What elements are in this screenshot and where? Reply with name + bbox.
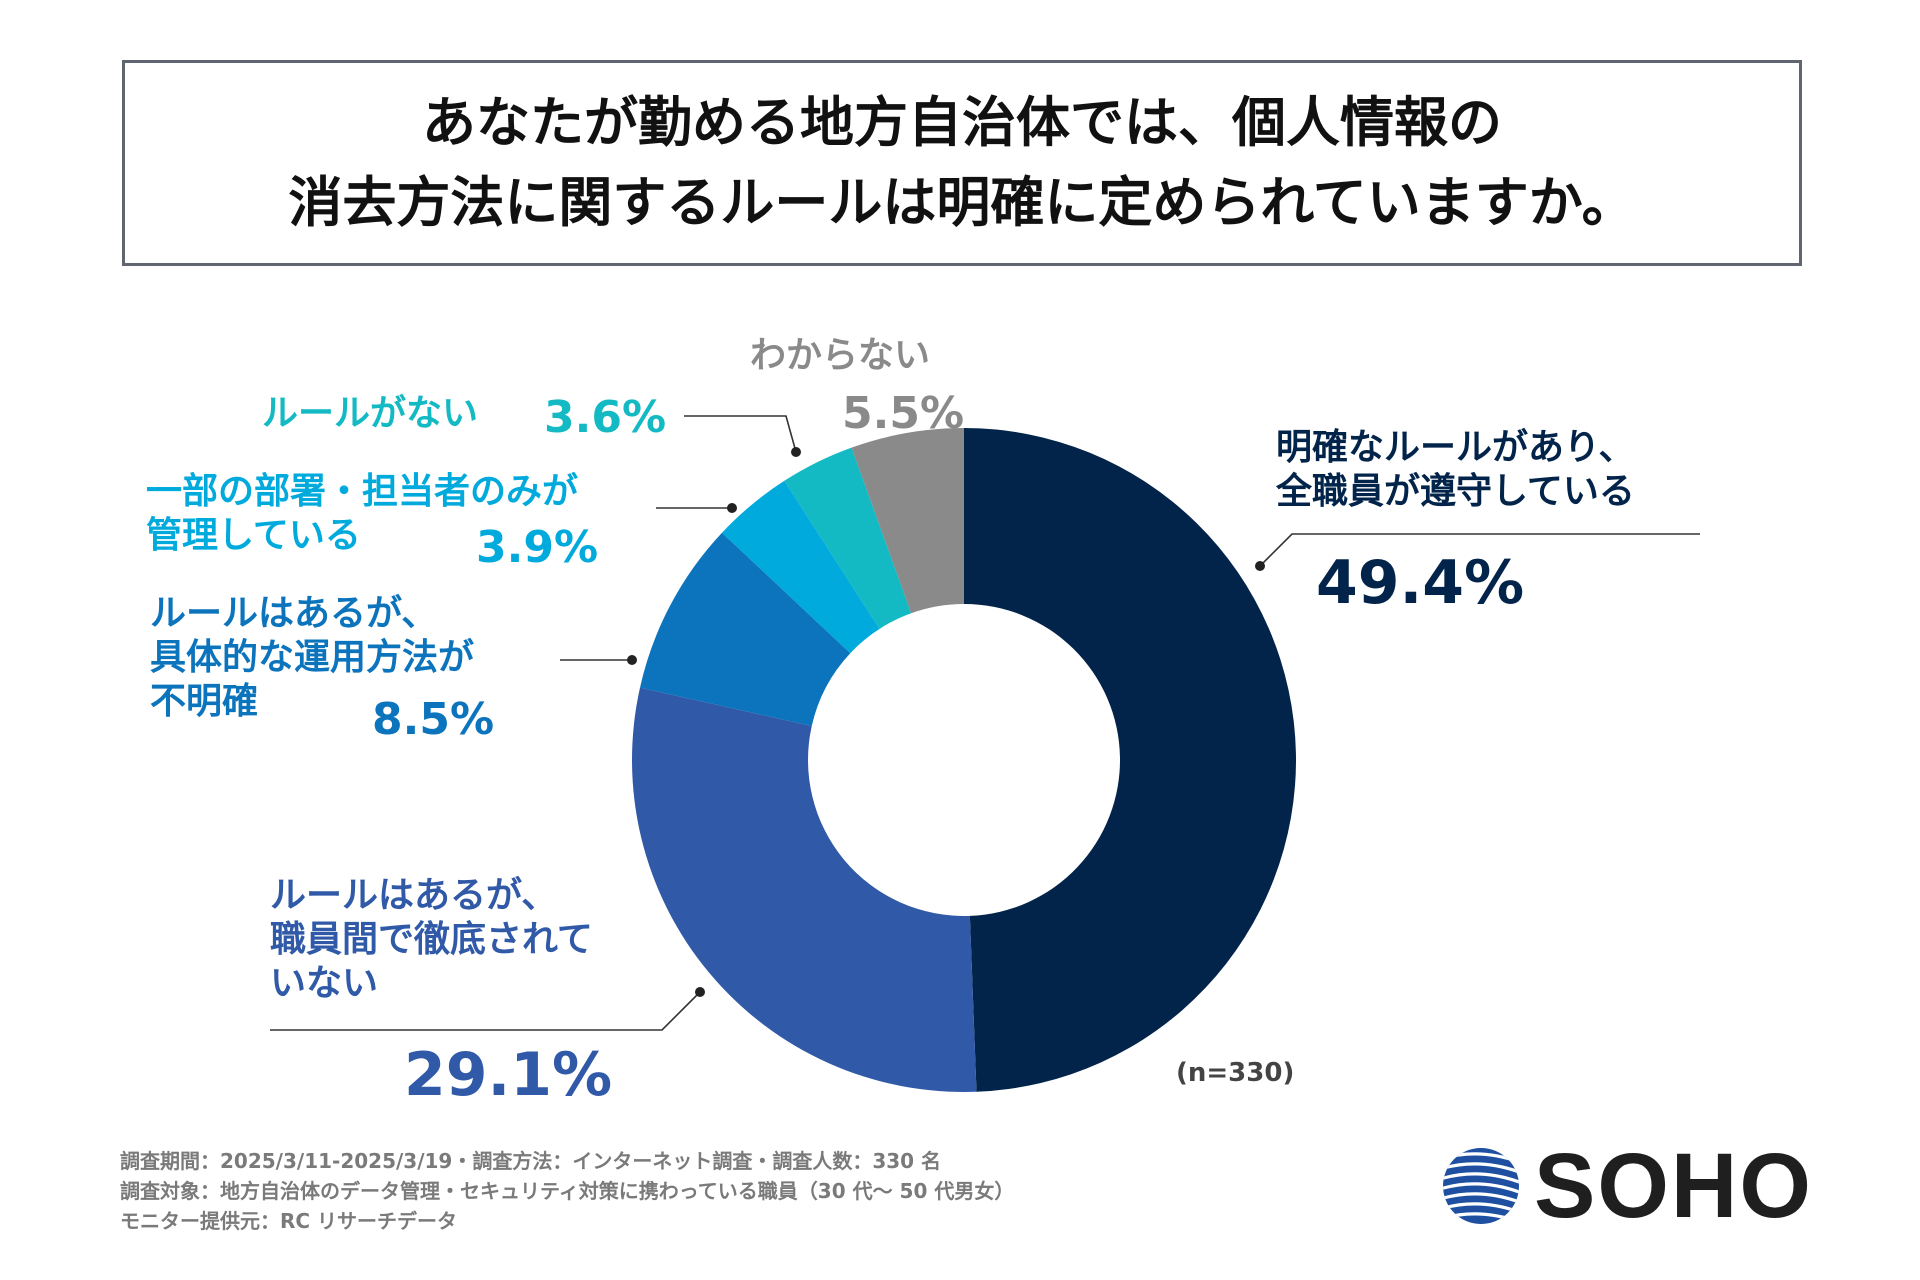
leader-line-s4	[684, 415, 797, 453]
leader-line-s0	[1259, 533, 1700, 567]
value-s3: 3.9%	[476, 522, 599, 573]
donut-slice-0	[964, 428, 1297, 1092]
title-box: あなたが勤める地方自治体では、個人情報の 消去方法に関するルールは明確に定められ…	[122, 60, 1802, 266]
leader-dot-s3	[727, 503, 737, 513]
label-s0-line2: 全職員が遵守している	[1276, 471, 1635, 512]
label-s4-line1: ルールがない	[262, 393, 479, 434]
soho-logo: SOHO	[1440, 1140, 1813, 1232]
value-s0: 49.4%	[1316, 548, 1525, 618]
label-s2-line2: 具体的な運用方法が	[150, 637, 475, 678]
label-s1-line3: いない	[270, 963, 379, 1004]
footer-line-1: 調査期間：2025/3/11-2025/3/19・調査方法：インターネット調査・…	[120, 1149, 942, 1173]
sample-size-note: (n=330)	[1176, 1058, 1295, 1088]
survey-footer: 調査期間：2025/3/11-2025/3/19・調査方法：インターネット調査・…	[120, 1146, 1014, 1236]
title-line-2: 消去方法に関するルールは明確に定められていますか。	[288, 171, 1636, 234]
footer-line-2: 調査対象：地方自治体のデータ管理・セキュリティ対策に携わっている職員（30 代～…	[120, 1179, 1015, 1203]
label-s5-line1: わからない	[750, 335, 931, 376]
donut-slices	[631, 428, 1297, 1092]
logo-text: SOHO	[1534, 1135, 1813, 1237]
label-s2-line1: ルールはあるが、	[150, 593, 438, 634]
donut-slice-5	[851, 428, 964, 614]
label-s1-line1: ルールはあるが、	[270, 875, 558, 916]
leader-line-s1	[270, 991, 701, 1031]
label-s2-line3: 不明確	[150, 681, 259, 722]
label-s0-line1: 明確なルールがあり、	[1276, 427, 1635, 468]
leader-dot-s0	[1255, 561, 1265, 571]
value-s1: 29.1%	[404, 1040, 613, 1110]
footer-line-3: モニター提供元：RC リサーチデータ	[120, 1209, 458, 1233]
value-s5: 5.5%	[842, 388, 965, 439]
value-s4: 3.6%	[544, 392, 667, 443]
donut-slice-4	[784, 447, 912, 629]
soho-globe-icon	[1443, 1148, 1519, 1224]
label-s3-line1: 一部の部署・担当者のみが	[146, 471, 579, 512]
value-s2: 8.5%	[372, 694, 495, 745]
leader-dot-s1	[695, 987, 705, 997]
leader-dot-s2	[627, 655, 637, 665]
leader-dot-s4	[791, 447, 801, 457]
donut-slice-2	[639, 532, 851, 726]
donut-slice-1	[631, 687, 977, 1092]
label-s1-line2: 職員間で徹底されて	[270, 919, 593, 960]
title-line-1: あなたが勤める地方自治体では、個人情報の	[422, 91, 1502, 154]
label-s3-line2: 管理している	[146, 515, 361, 556]
donut-slice-3	[721, 480, 880, 654]
